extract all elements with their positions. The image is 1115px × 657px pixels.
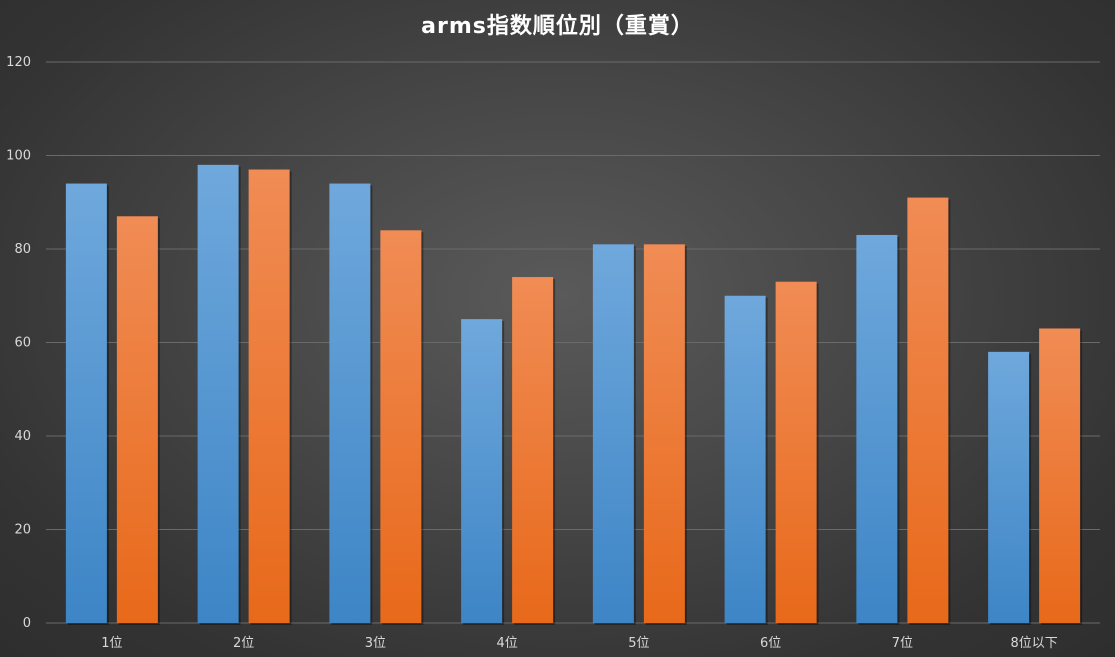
x-tick-label: 7位: [892, 636, 913, 651]
bar-series2-6: [775, 281, 817, 623]
y-tick-label: 40: [14, 429, 31, 444]
y-tick-label: 20: [14, 523, 31, 538]
bar-series2-4: [512, 277, 554, 623]
x-tick-label: 2位: [233, 636, 254, 651]
x-tick-label: 1位: [101, 636, 122, 651]
bar-series2-7: [907, 197, 949, 623]
x-tick-label: 3位: [365, 636, 386, 651]
x-tick-label: 5位: [628, 636, 649, 651]
y-axis-ticks: 0 20 40 60 80 100 120: [6, 55, 31, 631]
bar-series1-1: [65, 183, 107, 624]
bar-series1-3: [329, 183, 371, 624]
y-tick-label: 100: [6, 149, 31, 164]
x-tick-label: 6位: [760, 636, 781, 651]
bar-series2-5: [643, 244, 685, 623]
bar-series2-1: [116, 216, 158, 623]
bar-series1-6: [724, 295, 766, 623]
bar-series1-7: [856, 234, 898, 623]
bar-series2-2: [248, 169, 290, 623]
y-tick-label: 120: [6, 55, 31, 70]
bar-series1-8: [988, 351, 1030, 623]
x-tick-label: 4位: [496, 636, 517, 651]
y-tick-label: 0: [23, 616, 31, 631]
x-axis-ticks: 1位 2位 3位 4位 5位 6位 7位 8位以下: [101, 636, 1058, 651]
x-tick-label: 8位以下: [1010, 636, 1057, 651]
bar-series2-3: [380, 230, 422, 624]
y-tick-label: 60: [14, 336, 31, 351]
bar-series1-2: [197, 164, 239, 623]
bar-series1-4: [461, 319, 503, 623]
chart-title: arms指数順位別（重賞）: [421, 14, 694, 39]
bar-series2-8: [1039, 328, 1081, 623]
bars: [65, 164, 1083, 626]
y-tick-label: 80: [14, 242, 31, 257]
bar-series1-5: [592, 244, 634, 623]
